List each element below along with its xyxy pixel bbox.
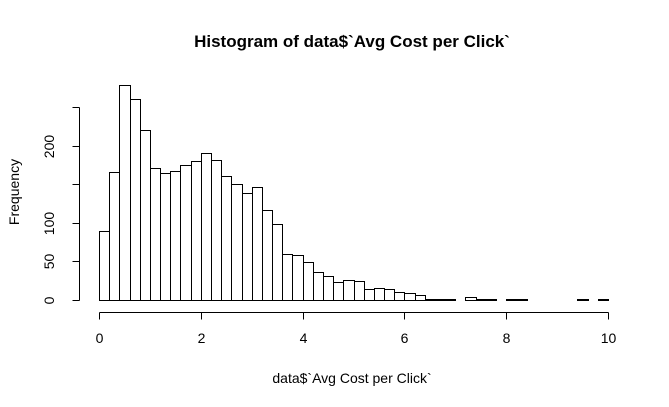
x-tick-label: 4	[300, 330, 308, 346]
histogram-bar	[252, 187, 263, 301]
histogram-bar	[435, 299, 446, 301]
y-tick-label: 0	[41, 296, 57, 304]
histogram-bar	[180, 165, 192, 301]
histogram-bar	[272, 224, 283, 301]
histogram-bar	[415, 295, 426, 301]
histogram-bar	[323, 276, 334, 301]
histogram-bar	[598, 299, 609, 301]
chart-title: Histogram of data$`Avg Cost per Click`	[194, 32, 510, 51]
histogram-bar	[282, 254, 293, 301]
y-axis-label: Frequency	[6, 159, 22, 225]
histogram-bar	[292, 255, 304, 301]
histogram-bar	[130, 99, 141, 301]
histogram-bar	[221, 176, 232, 301]
histogram-bar	[516, 299, 528, 301]
histogram-bar	[354, 281, 365, 301]
histogram-bar	[404, 293, 416, 301]
histogram-bar	[150, 168, 161, 301]
histogram-bar	[445, 299, 456, 301]
histogram-bar	[170, 171, 181, 301]
histogram-bar	[476, 299, 487, 301]
histogram-bar	[313, 272, 324, 301]
bars-group	[99, 85, 609, 301]
histogram-bar	[486, 299, 497, 301]
x-tick-label: 10	[601, 330, 617, 346]
histogram-bar	[384, 289, 395, 301]
x-axis: 0 2 4 6 8 10	[96, 312, 617, 346]
histogram-bar	[374, 288, 385, 301]
histogram-bar	[262, 210, 273, 301]
histogram-bar	[343, 280, 355, 301]
x-tick-label: 2	[198, 330, 206, 346]
y-axis: 0 50 100 200	[41, 107, 80, 304]
x-tick-label: 0	[96, 330, 104, 346]
histogram-bar	[231, 184, 243, 301]
histogram-bar	[201, 153, 212, 301]
histogram-bar	[577, 299, 589, 301]
histogram-bar	[119, 85, 131, 301]
histogram-bar	[394, 292, 405, 301]
y-tick-label: 100	[41, 212, 57, 236]
histogram-bar	[242, 193, 253, 301]
histogram-bar	[140, 130, 151, 301]
histogram-bar	[109, 172, 120, 301]
x-tick-label: 6	[401, 330, 409, 346]
histogram-bar	[191, 161, 202, 301]
histogram-bar	[211, 160, 222, 301]
histogram-bar	[99, 231, 110, 301]
histogram-bar	[506, 299, 517, 301]
y-tick-label: 200	[41, 135, 57, 159]
y-tick-label: 50	[41, 254, 57, 270]
histogram-bar	[160, 173, 171, 301]
histogram-bar	[425, 299, 436, 301]
histogram-bar	[465, 297, 477, 301]
x-tick-label: 8	[503, 330, 511, 346]
histogram-bar	[333, 282, 344, 301]
histogram-bar	[364, 289, 375, 301]
x-axis-label: data$`Avg Cost per Click`	[272, 370, 431, 386]
histogram-bar	[303, 262, 314, 301]
